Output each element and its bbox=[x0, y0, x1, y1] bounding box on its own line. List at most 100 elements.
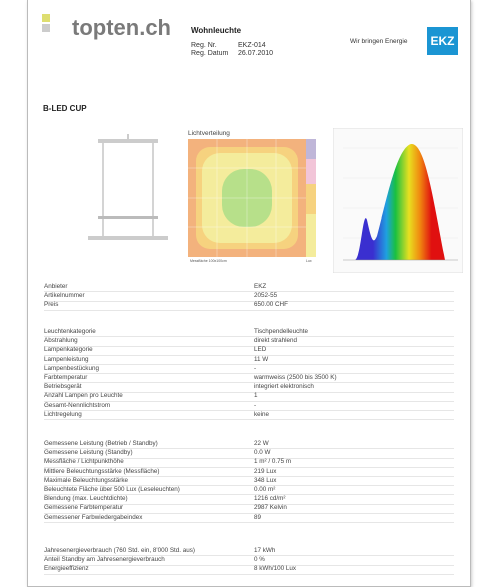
spectrum bbox=[333, 128, 463, 273]
label: Beleuchtete Fläche über 500 Lux (Leseleu… bbox=[44, 486, 180, 493]
table-row: Lampenbestückung - bbox=[44, 364, 454, 375]
table-row: Gemessene Leistung (Betrieb / Standby) 22… bbox=[44, 440, 454, 450]
value: 1216 cd/m² bbox=[254, 495, 286, 503]
value: 2987 Kelvin bbox=[254, 504, 287, 512]
label: Lichtregelung bbox=[44, 410, 82, 418]
chart-note: Messfläche 100x100cm bbox=[190, 259, 227, 263]
label: Abstrahlung bbox=[44, 337, 78, 345]
label: Reg. Nr. bbox=[191, 42, 217, 49]
value: warmweiss (2500 bis 3500 K) bbox=[254, 374, 337, 381]
label: Anteil Standby am Jahresenergieverbrauch bbox=[44, 556, 165, 564]
label: Reg. Datum bbox=[191, 50, 229, 57]
table-row: Blendung (max. Leuchtdichte) 1216 cd/m² bbox=[44, 495, 454, 505]
value: 26.07.2010 bbox=[238, 50, 274, 57]
table-row: Mittlere Beleuchtungsstärke (Messfläche)… bbox=[44, 468, 454, 477]
legend bbox=[306, 159, 316, 184]
table-row: Messfläche / Lichtpunkthöhe 1 m² / 0.75 m bbox=[44, 458, 454, 468]
value: EKZ bbox=[254, 283, 267, 290]
label: Jahresenergieverbrauch (760 Std. ein, 8'… bbox=[44, 547, 196, 554]
label: Gemessene Leistung (Betrieb / Standby) bbox=[44, 440, 158, 447]
value: - bbox=[254, 364, 257, 372]
product-title: B-LED CUP bbox=[43, 104, 87, 113]
table-row: Preis 650.00 CHF bbox=[44, 301, 454, 311]
label: Mittlere Beleuchtungsstärke (Messfläche) bbox=[44, 467, 160, 475]
value: 0.0 W bbox=[254, 449, 271, 457]
label: Blendung (max. Leuchtdichte) bbox=[44, 495, 128, 503]
table-row: Leuchtenkategorie Tischpendelleuchte bbox=[44, 328, 454, 338]
table-row: Maximale Beleuchtungsstärke 348 Lux bbox=[44, 476, 454, 487]
label: Anzahl Lampen pro Leuchte bbox=[44, 392, 123, 400]
label: Messfläche / Lichtpunkthöhe bbox=[44, 458, 124, 466]
label: Lampenbestückung bbox=[44, 364, 99, 372]
label: Energieeffizienz bbox=[44, 565, 89, 573]
table-row: Betriebsgerät integriert elektronisch bbox=[44, 383, 454, 393]
value: 650.00 CHF bbox=[254, 301, 288, 309]
lamp bbox=[88, 236, 168, 240]
table-row: Abstrahlung direkt strahlend bbox=[44, 337, 454, 347]
brand-logo: EKZ bbox=[427, 27, 458, 55]
legend bbox=[306, 139, 316, 159]
legend bbox=[306, 214, 316, 257]
grid bbox=[188, 139, 306, 257]
value: keine bbox=[254, 410, 270, 418]
table-row: Gesamt-Nennlichtstrom - bbox=[44, 402, 454, 411]
value: 219 Lux bbox=[254, 467, 277, 475]
table-row: Gemessener Farbwiedergabeindex 89 bbox=[44, 514, 454, 523]
value: 8 kWh/100 Lux bbox=[254, 565, 297, 573]
slogan: Wir bringen Energie bbox=[350, 38, 408, 45]
value: integriert elektronisch bbox=[254, 383, 314, 391]
table-row: Anteil Standby am Jahresenergieverbrauch… bbox=[44, 556, 454, 566]
label: Leuchtenkategorie bbox=[44, 328, 96, 335]
value: 22 W bbox=[254, 440, 269, 447]
value: 89 bbox=[254, 513, 262, 521]
logo-mark bbox=[42, 24, 50, 32]
table-row: Jahresenergieverbrauch (760 Std. ein, 8'… bbox=[44, 547, 454, 557]
label: Farbtemperatur bbox=[44, 374, 88, 381]
light-distribution: Messfläche 100x100cm Lux bbox=[188, 139, 316, 263]
logo: topten.ch bbox=[72, 15, 171, 40]
label: Preis bbox=[44, 301, 59, 309]
label: Lampenkategorie bbox=[44, 346, 93, 354]
value: 348 Lux bbox=[254, 476, 277, 484]
label: Anbieter bbox=[44, 283, 68, 290]
lamp bbox=[98, 139, 158, 143]
logo-mark bbox=[42, 14, 50, 22]
label: Betriebsgerät bbox=[44, 383, 82, 391]
value: 17 kWh bbox=[254, 547, 276, 554]
lamp-illustration bbox=[88, 134, 168, 240]
table-row: Energieeffizienz 8 kWh/100 Lux bbox=[44, 565, 454, 575]
lamp bbox=[98, 216, 158, 219]
value: 11 W bbox=[254, 355, 269, 363]
sheet: topten.ch Wohnleuchte Reg. Nr. EKZ-014 R… bbox=[27, 0, 471, 587]
value: 1 bbox=[254, 392, 258, 400]
label: Gemessener Farbwiedergabeindex bbox=[44, 513, 143, 521]
table-row: Lampenkategorie LED bbox=[44, 346, 454, 356]
table-row: Gemessene Leistung (Standby) 0.0 W bbox=[44, 449, 454, 459]
value: - bbox=[254, 401, 257, 409]
value: EKZ-014 bbox=[238, 42, 266, 49]
chart-title: Lichtverteilung bbox=[188, 130, 230, 137]
category: Wohnleuchte bbox=[191, 26, 242, 35]
label: Gemessene Leistung (Standby) bbox=[44, 449, 133, 457]
table-row: Lichtregelung keine bbox=[44, 410, 454, 421]
label: Gemessene Farbtemperatur bbox=[44, 504, 124, 512]
table-row: Farbtemperatur warmweiss (2500 bis 3500 K… bbox=[44, 374, 454, 384]
table-row: Anzahl Lampen pro Leuchte 1 bbox=[44, 392, 454, 402]
table-row: Gemessene Farbtemperatur 2987 Kelvin bbox=[44, 504, 454, 514]
label: Lampenleistung bbox=[44, 355, 89, 363]
legend bbox=[306, 184, 316, 214]
chart-note: Lux bbox=[306, 259, 312, 263]
spectrum-curve bbox=[355, 143, 445, 260]
value: 0 % bbox=[254, 556, 265, 564]
table-row: Beleuchtete Fläche über 500 Lux (Leseleu… bbox=[44, 486, 454, 496]
value: 0.00 m² bbox=[254, 486, 276, 493]
label: Maximale Beleuchtungsstärke bbox=[44, 476, 128, 484]
label: Gesamt-Nennlichtstrom bbox=[44, 401, 111, 409]
value: 2052-55 bbox=[254, 292, 278, 300]
table-row: Artikelnummer 2052-55 bbox=[44, 292, 454, 302]
value: Tischpendelleuchte bbox=[254, 328, 309, 335]
value: LED bbox=[254, 346, 267, 354]
table-row: Anbieter EKZ bbox=[44, 283, 454, 293]
value: 1 m² / 0.75 m bbox=[254, 458, 292, 466]
